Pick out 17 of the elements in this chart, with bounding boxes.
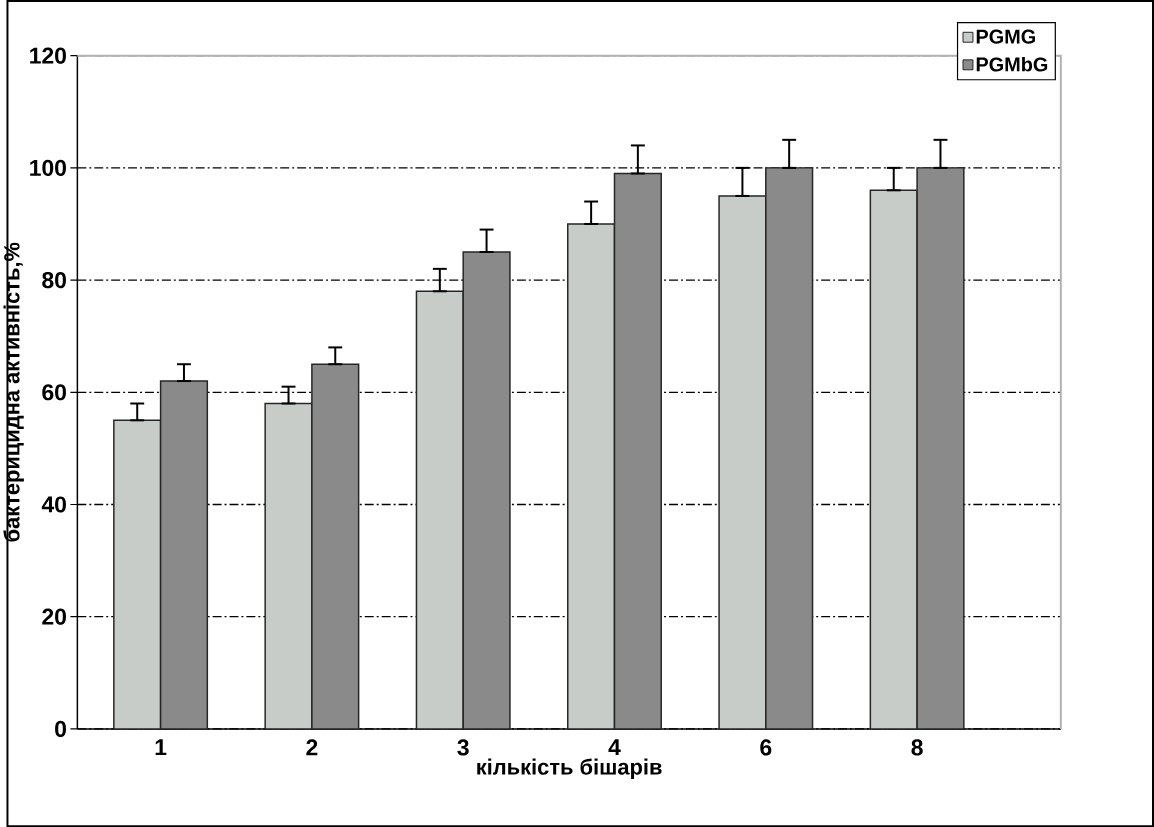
x-tick-label: 2 (306, 739, 318, 756)
y-tick-label: 0 (55, 720, 66, 737)
y-tick-label: 100 (30, 159, 66, 176)
x-tick-label: 8 (911, 739, 923, 756)
y-tick-label: 40 (41, 496, 66, 513)
y-axis-title: бактерицидна активність,% (3, 242, 24, 542)
y-tick-label: 20 (42, 608, 66, 625)
y-tick-label: 80 (42, 271, 66, 289)
x-tick-label: 3 (457, 739, 469, 756)
x-tick-label: 6 (760, 739, 772, 756)
y-tick-label: 60 (42, 384, 66, 401)
x-axis-title: кількість бішарів (477, 758, 662, 779)
y-tick-label: 120 (30, 47, 66, 64)
x-tick-label: 1 (155, 739, 167, 755)
legend-label: PGMG (976, 29, 1035, 44)
x-tick-label: 4 (608, 739, 621, 755)
legend-label: PGMbG (976, 56, 1048, 72)
